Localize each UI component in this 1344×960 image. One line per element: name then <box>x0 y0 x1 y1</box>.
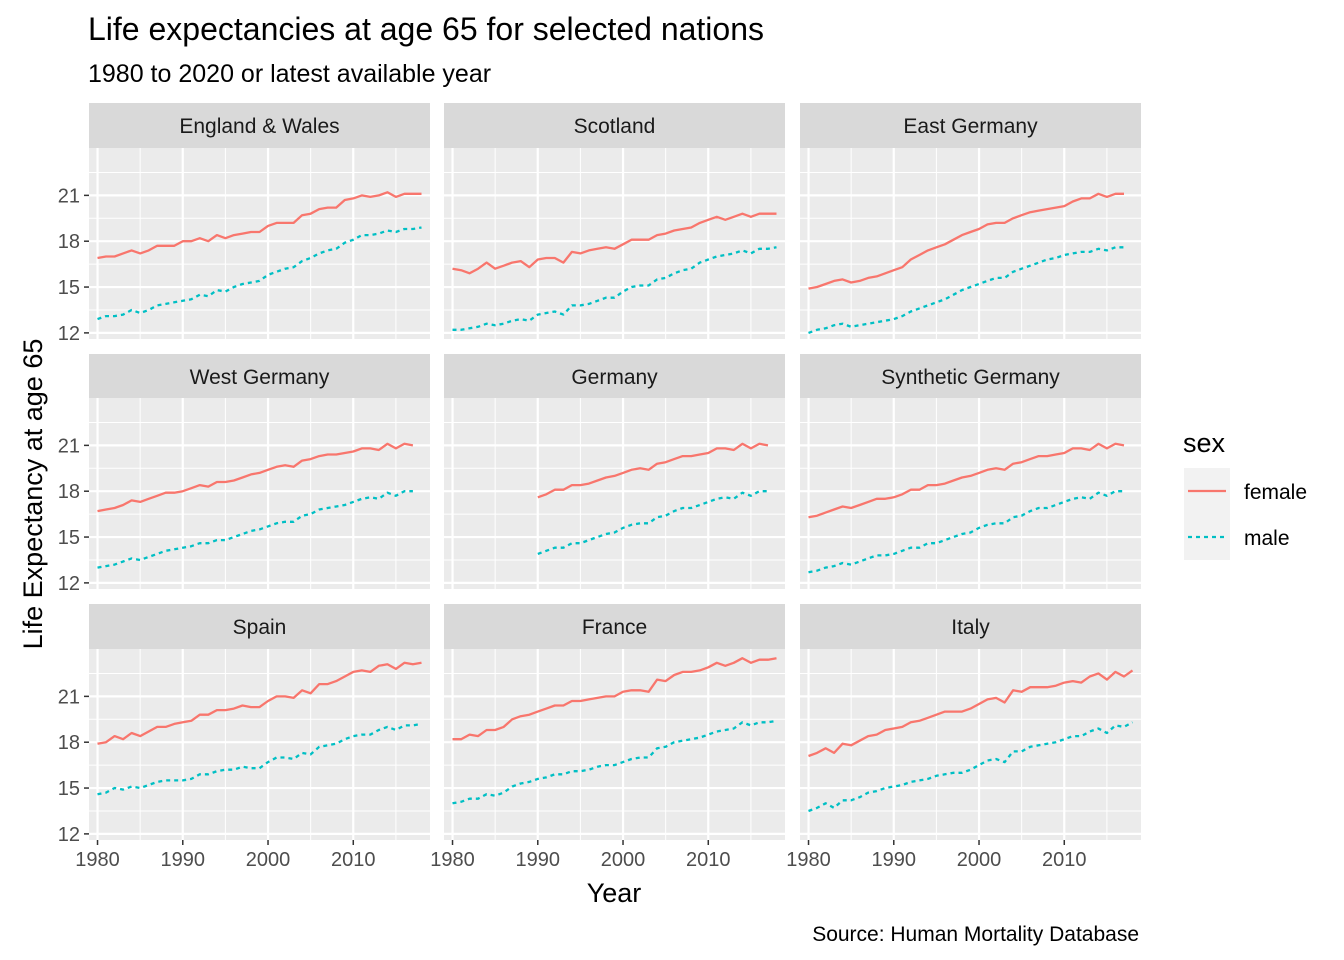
y-tick-label: 15 <box>58 527 80 549</box>
x-tick-label: 2010 <box>331 849 376 871</box>
y-tick-label: 15 <box>58 778 80 800</box>
x-axis-title: Year <box>587 878 642 908</box>
facet-strip <box>800 604 1141 649</box>
facet-strip-label: Germany <box>571 366 658 389</box>
y-tick-label: 18 <box>58 231 80 253</box>
female-series-line <box>808 442 1125 519</box>
facet-strip-label: East Germany <box>903 115 1038 138</box>
facet-strip-label: Scotland <box>574 115 656 138</box>
x-tick-label: 1980 <box>786 849 831 871</box>
x-tick-label: 1990 <box>161 849 206 871</box>
x-tick-label: 2000 <box>957 849 1002 871</box>
male-series-line <box>537 490 768 555</box>
plot-background <box>444 398 785 589</box>
facet-strip-label: France <box>582 616 647 639</box>
facet-strip <box>800 103 1141 148</box>
x-tick-label: 1990 <box>872 849 917 871</box>
legend-title: sex <box>1183 428 1226 458</box>
facet-panel-england-and-wales: England & Wales 12 15 18 21 <box>58 103 430 345</box>
facet-panel-scotland: Scotland <box>444 103 785 339</box>
x-tick-label: 2010 <box>686 849 731 871</box>
facet-panels: England & Wales 12 15 18 21 Scotland East Germ… <box>58 103 1141 871</box>
facet-strip-label: Spain <box>233 616 287 639</box>
female-series-line <box>808 192 1124 290</box>
male-series-line <box>97 722 422 796</box>
facet-strip <box>89 103 430 148</box>
female-series-line <box>97 191 422 260</box>
chart-caption: Source: Human Mortality Database <box>812 923 1139 946</box>
chart-subtitle: 1980 to 2020 or latest available year <box>88 60 491 88</box>
facet-strip <box>800 354 1141 399</box>
facet-panel-italy: Italy 1980 1990 2000 2010 <box>786 604 1141 871</box>
facet-panel-synthetic-germany: Synthetic Germany <box>800 354 1141 589</box>
y-tick-label: 21 <box>58 686 80 708</box>
female-series-line <box>452 657 777 741</box>
plot-background <box>800 398 1141 589</box>
facet-panel-france: France 1980 1990 2000 2010 <box>430 604 785 871</box>
chart-title: Life expectancies at age 65 for selected… <box>88 11 764 47</box>
plot-background <box>444 649 785 840</box>
y-tick-label: 12 <box>58 824 80 846</box>
male-series-line <box>97 226 422 321</box>
male-series-line <box>808 721 1134 813</box>
female-series-line <box>537 442 769 499</box>
facet-strip <box>444 354 785 399</box>
female-series-line <box>97 442 414 513</box>
facet-panel-germany: Germany <box>444 354 785 589</box>
facet-strip <box>444 103 785 148</box>
y-tick-label: 21 <box>58 185 80 207</box>
y-tick-label: 18 <box>58 481 80 503</box>
y-axis-title: Life Expectancy at age 65 <box>18 339 48 650</box>
male-series-line <box>452 719 777 805</box>
y-tick-label: 15 <box>58 277 80 299</box>
male-series-line <box>452 246 777 331</box>
x-tick-label: 2000 <box>246 849 291 871</box>
x-tick-label: 1990 <box>516 849 561 871</box>
facet-strip <box>444 604 785 649</box>
facet-panel-spain: Spain 12 15 18 21 1980 1990 2000 2010 <box>58 604 430 871</box>
y-tick-label: 21 <box>58 435 80 457</box>
y-tick-label: 18 <box>58 732 80 754</box>
x-tick-label: 1980 <box>75 849 120 871</box>
y-tick-label: 12 <box>58 323 80 345</box>
female-series-line <box>808 669 1134 758</box>
facet-strip <box>89 354 430 399</box>
x-tick-label: 2010 <box>1042 849 1087 871</box>
facet-panel-east-germany: East Germany <box>800 103 1141 339</box>
y-tick-label: 12 <box>58 573 80 595</box>
facet-strip-label: England & Wales <box>179 115 339 138</box>
legend-label-female: female <box>1244 481 1307 504</box>
legend: sex female male <box>1183 428 1307 560</box>
female-series-line <box>97 661 422 745</box>
legend-label-male: male <box>1244 527 1290 550</box>
x-tick-label: 2000 <box>601 849 646 871</box>
plot-background <box>800 148 1141 339</box>
facet-strip-label: Synthetic Germany <box>881 366 1060 389</box>
plot-background <box>89 148 430 339</box>
plot-background <box>444 148 785 339</box>
legend-keys: female male <box>1184 468 1307 560</box>
female-series-line <box>452 212 777 275</box>
facet-strip-label: Italy <box>951 616 990 639</box>
facet-strip <box>89 604 430 649</box>
facet-strip-label: West Germany <box>190 366 330 389</box>
facet-panel-west-germany: West Germany 12 15 18 21 <box>58 354 430 595</box>
male-series-line <box>97 490 413 569</box>
plot-background <box>89 649 430 840</box>
x-tick-label: 1980 <box>430 849 475 871</box>
